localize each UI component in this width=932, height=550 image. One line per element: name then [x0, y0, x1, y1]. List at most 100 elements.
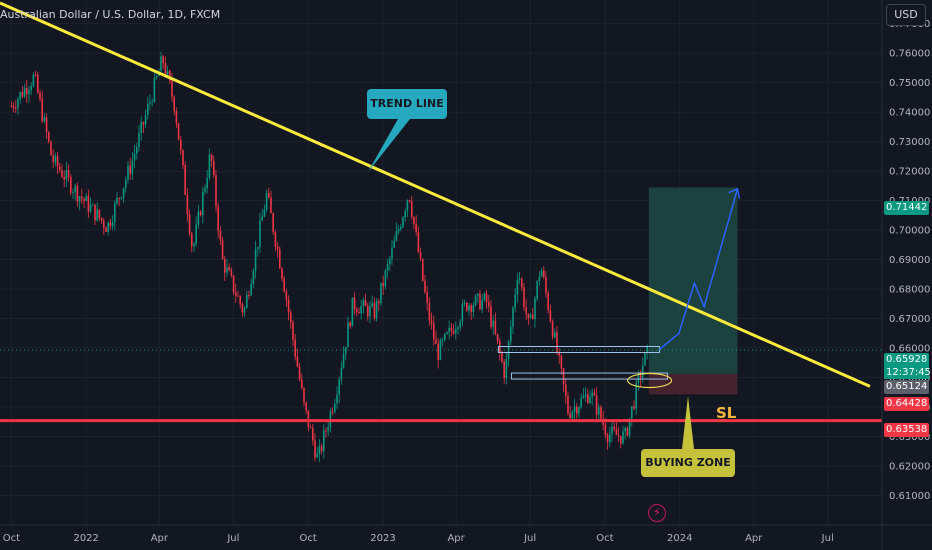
y-tick-label: 0.62000	[889, 462, 930, 473]
candle-body	[481, 300, 483, 310]
candle-body	[432, 323, 435, 340]
candle-body	[223, 259, 226, 273]
candle-body	[17, 99, 19, 108]
candle-body	[435, 339, 437, 344]
buying-zone-callout[interactable]: BUYING ZONE	[641, 449, 735, 477]
candle-body	[138, 133, 140, 147]
y-tick-label: 0.67000	[889, 314, 930, 325]
candle-body	[615, 429, 618, 435]
candle-body	[430, 320, 433, 324]
candle-body	[364, 300, 367, 306]
entry-price-tag: 0.65124	[884, 380, 929, 394]
candle-body	[43, 117, 46, 122]
candle-body	[382, 282, 384, 287]
candle-body	[243, 308, 246, 313]
candle-body	[113, 203, 116, 222]
candle-body	[241, 304, 244, 313]
candle-body	[564, 384, 567, 397]
candle-body	[14, 107, 17, 109]
candle-body	[190, 233, 193, 247]
candle-body	[371, 303, 373, 307]
candle-body	[591, 392, 593, 397]
chart-grid	[0, 0, 882, 525]
candle-body	[426, 292, 428, 304]
candle-body	[278, 249, 281, 269]
candle-body	[153, 77, 156, 102]
candle-body	[116, 197, 118, 204]
x-tick-label: 2023	[370, 533, 395, 544]
candle-body	[573, 406, 576, 412]
candle-body	[622, 431, 624, 444]
candle-body	[248, 294, 250, 296]
candle-body	[265, 192, 268, 210]
candle-body	[644, 352, 646, 366]
tradingview-flash-icon[interactable]: ⚡	[648, 504, 666, 522]
candle-body	[617, 434, 620, 437]
y-tick-label: 0.72000	[889, 167, 930, 178]
candle-body	[452, 330, 455, 334]
candle-body	[171, 80, 173, 97]
candle-body	[199, 211, 202, 216]
candle-body	[298, 366, 301, 380]
candle-body	[188, 214, 191, 234]
candle-body	[388, 258, 391, 264]
candle-body	[63, 177, 65, 180]
y-tick-label: 0.75000	[889, 78, 930, 89]
candle-body	[487, 302, 490, 307]
candle-body	[608, 434, 611, 443]
candle-body	[261, 216, 263, 221]
candle-body	[384, 270, 387, 287]
current-price-tag: 0.65928	[884, 353, 929, 367]
candle-body	[58, 166, 61, 171]
candle-body	[322, 430, 325, 452]
candle-body	[611, 426, 613, 435]
candle-body	[91, 204, 94, 206]
symbol-title[interactable]: Australian Dollar / U.S. Dollar, 1D, FXC…	[0, 8, 221, 21]
candle-body	[287, 299, 290, 313]
candle-body	[259, 220, 261, 247]
candle-body	[228, 267, 230, 271]
candle-body	[109, 222, 112, 226]
candle-body	[182, 150, 184, 166]
candle-body	[408, 200, 411, 202]
candle-body	[459, 321, 461, 328]
candle-body	[569, 413, 571, 419]
candle-body	[65, 170, 68, 180]
currency-button[interactable]: USD	[886, 4, 926, 26]
candle-body	[553, 332, 556, 338]
candle-body	[107, 222, 109, 232]
candle-body	[173, 96, 175, 112]
candle-body	[208, 154, 211, 178]
candle-body	[175, 111, 178, 124]
trend-line-callout[interactable]: TREND LINE	[367, 89, 447, 119]
support-price-tag: 0.63538	[884, 423, 929, 437]
candle-body	[98, 209, 101, 219]
candle-body	[624, 428, 626, 432]
candle-body	[316, 453, 318, 458]
candle-body	[168, 70, 171, 81]
candle-body	[355, 309, 358, 313]
candle-body	[74, 185, 76, 193]
candle-body	[118, 197, 120, 199]
candle-body	[164, 63, 167, 75]
candle-body	[100, 218, 103, 221]
candle-body	[641, 365, 644, 378]
candle-body	[377, 301, 380, 304]
candle-body	[267, 192, 270, 198]
candle-body	[626, 428, 629, 436]
stop-zone	[648, 373, 738, 395]
candle-body	[215, 174, 217, 207]
candle-body	[523, 287, 525, 308]
bar-countdown: 12:37:45	[884, 366, 931, 379]
candle-body	[237, 295, 239, 297]
candle-body	[358, 312, 360, 314]
x-tick-label: Oct	[596, 533, 613, 544]
candle-body	[540, 270, 543, 277]
candle-body	[36, 74, 39, 93]
candle-body	[23, 88, 26, 97]
candle-body	[52, 155, 54, 163]
position-zones	[648, 187, 738, 395]
candle-body	[534, 298, 536, 320]
candle-body	[336, 394, 338, 404]
